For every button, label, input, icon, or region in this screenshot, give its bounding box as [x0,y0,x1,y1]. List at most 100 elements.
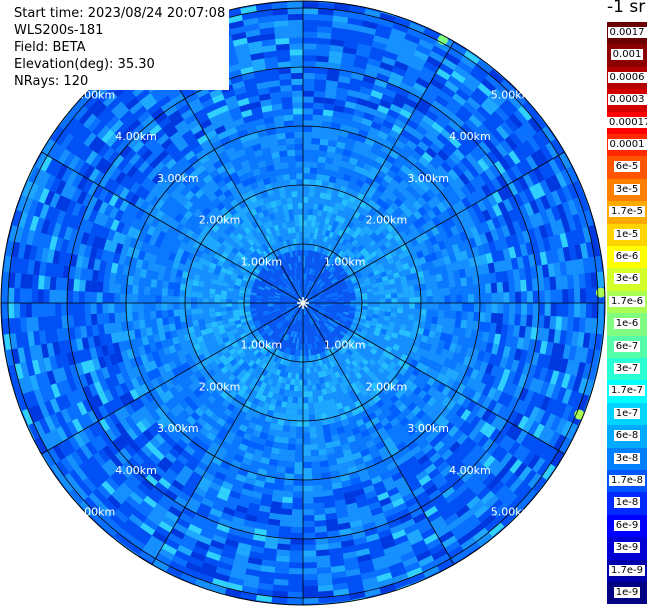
beta-cell [296,355,301,362]
beta-cell [318,292,325,296]
beta-cell [276,343,282,351]
beta-cell [120,303,127,313]
beta-cell [280,437,289,444]
beta-cell [289,283,294,289]
beta-cell [294,456,303,463]
beta-cell [361,299,368,303]
beta-cell [312,251,317,258]
beta-cell [331,307,338,311]
beta-cell [304,308,308,315]
beta-cell [293,306,299,311]
beta-cell [297,397,303,404]
beta-cell [250,273,257,279]
beta-cell [294,294,300,299]
beta-cell [286,402,293,409]
beta-cell [285,304,292,307]
beta-cell [454,278,462,287]
beta-cell [455,311,463,320]
beta-cell [305,279,308,286]
beta-cell [303,444,311,451]
beta-cell [243,327,251,333]
beta-cell [295,331,299,338]
beta-cell [300,255,303,262]
beta-cell [324,291,331,295]
beta-cell [303,350,306,357]
beta-cell [274,307,281,311]
beta-cell [326,236,332,244]
beta-cell [336,290,343,294]
beta-cell [303,143,312,150]
beta-cell [317,252,322,259]
beta-cell [279,300,286,303]
beta-cell [349,294,356,299]
beta-cell [309,167,318,174]
beta-cell [309,312,315,318]
beta-cell [303,261,306,268]
beta-cell [363,323,371,329]
beta-cell [55,315,63,329]
beta-cell [288,161,296,168]
beta-cell [379,307,386,312]
beta-cell [336,342,343,349]
beta-cell [203,312,210,319]
beta-cell [314,79,327,86]
beta-cell [298,320,301,327]
beta-cell [298,261,302,268]
beta-cell [379,298,386,303]
beta-cell [306,361,310,368]
beta-cell [291,304,298,307]
beta-cell [320,132,330,140]
beta-cell [244,303,250,307]
beta-cell [296,179,303,186]
beta-cell [299,314,302,321]
beta-cell [348,252,356,260]
beta-cell [256,293,263,297]
beta-cell [244,308,251,313]
beta-cell [327,349,333,356]
beta-cell [326,296,333,300]
beta-cell [462,303,469,312]
beta-cell [309,288,314,294]
beta-cell [303,291,305,298]
beta-cell [491,292,498,303]
beta-cell [337,348,344,356]
beta-cell [299,291,302,298]
beta-cell [96,303,103,314]
beta-cell [432,295,439,303]
beta-cell [347,286,355,291]
beta-cell [355,293,362,298]
beta-cell [230,275,237,282]
beta-cell [514,314,521,326]
beta-cell [526,303,534,315]
beta-cell [364,281,372,287]
beta-cell [266,271,273,277]
beta-cell [281,96,293,104]
beta-cell [254,257,262,264]
beta-cell [343,276,351,282]
beta-cell [268,309,275,313]
beta-cell [254,322,261,328]
beta-cell [338,321,346,327]
beta-cell [402,313,409,320]
beta-cell [286,239,291,246]
beta-cell [254,358,262,366]
beta-cell [174,322,182,330]
beta-cell [351,343,358,351]
beta-cell [280,514,292,521]
beta-cell [337,310,344,314]
beta-cell [402,308,410,315]
beta-cell [277,269,283,276]
beta-cell [353,258,361,265]
beta-cell [324,343,330,351]
beta-cell [297,308,301,314]
beta-cell [236,338,244,345]
beta-cell [150,318,158,327]
beta-cell [196,303,203,309]
beta-cell [167,295,174,303]
beta-cell [438,303,445,311]
beta-cell [259,261,266,268]
beta-cell [275,230,282,237]
beta-cell [319,309,325,313]
beta-cell [279,247,284,255]
beta-cell [108,282,116,294]
